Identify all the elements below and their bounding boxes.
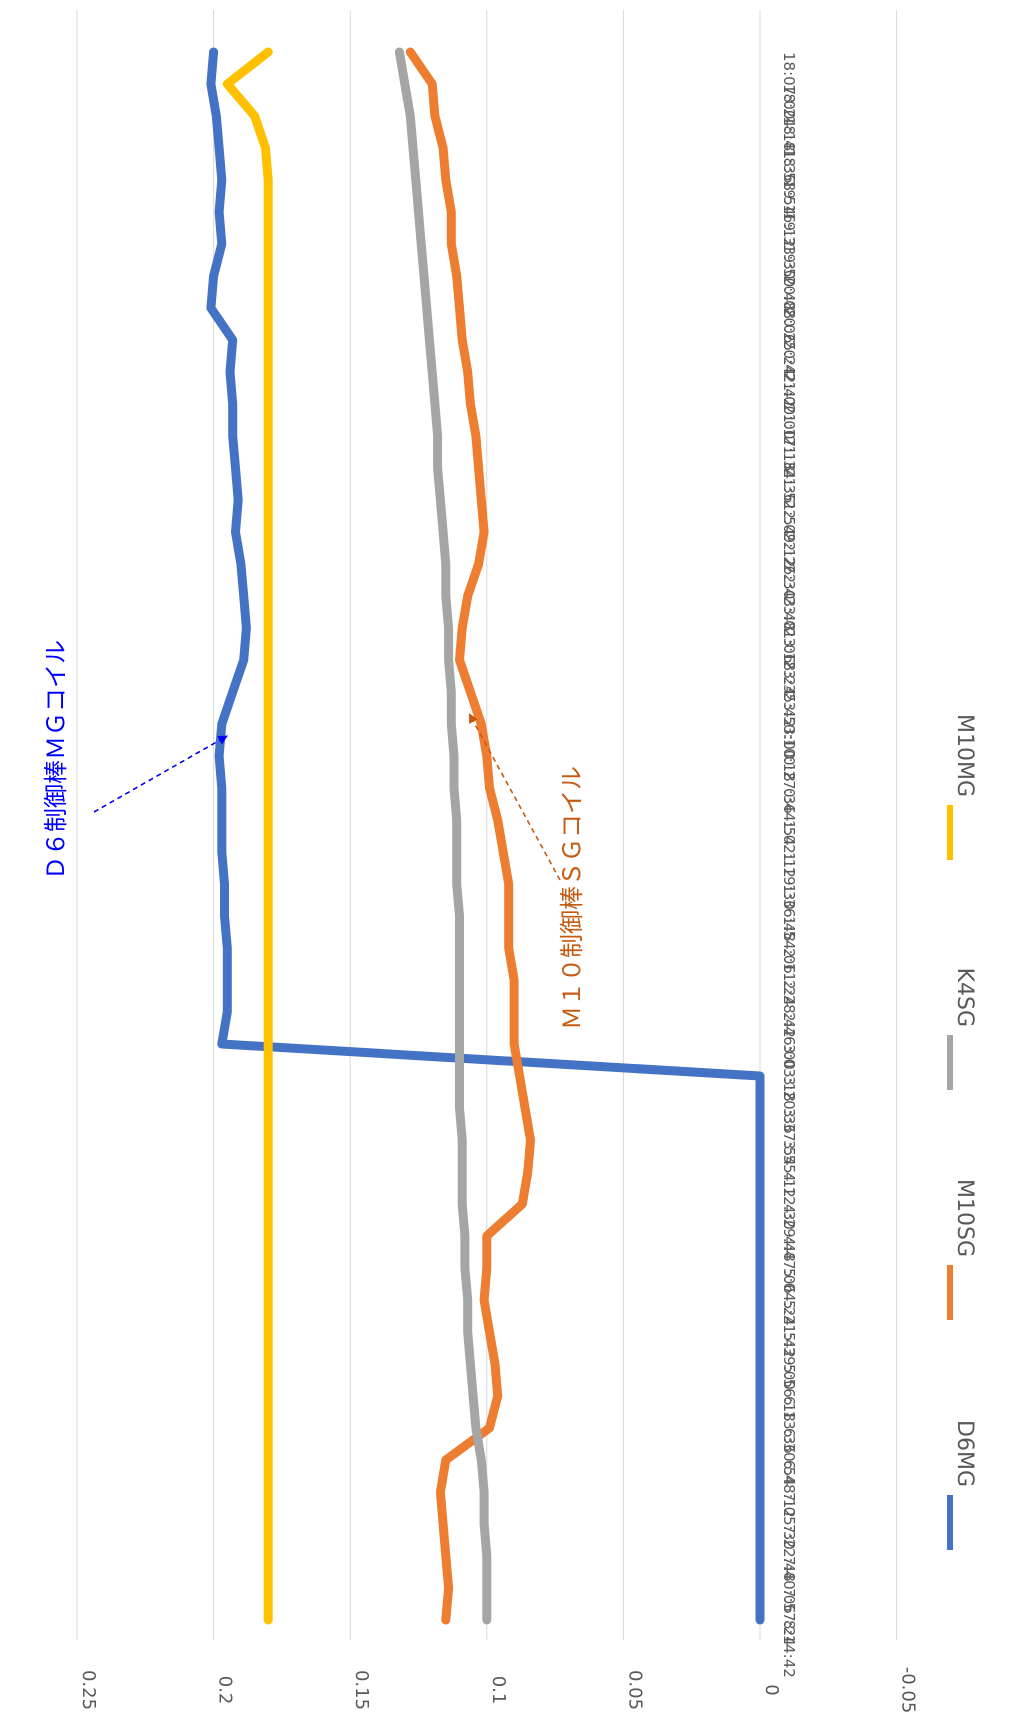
legend-entry: M10SG bbox=[952, 1179, 977, 1257]
x-tick-label: 18:58:54 bbox=[780, 148, 798, 215]
x-tick-label: 21:34:36 bbox=[780, 436, 798, 503]
legend: D6MG M10SG K4SG M10MG bbox=[947, 714, 977, 1550]
x-tick-label: 18:24:18 bbox=[780, 84, 798, 151]
x-tick-label: 5:56:18 bbox=[780, 1364, 798, 1422]
x-tick-label: 2:28:42 bbox=[780, 980, 798, 1038]
x-tick-label: 3:20:36 bbox=[780, 1076, 798, 1134]
x-tick-label: 21:00:00 bbox=[780, 372, 798, 439]
x-tick-label: 6:30:54 bbox=[780, 1428, 798, 1486]
x-tick-label: 23:01:06 bbox=[780, 596, 798, 663]
x-tick-label: 19:50:48 bbox=[780, 244, 798, 311]
x-tick-label: 4:12:30 bbox=[780, 1172, 798, 1230]
x-tick-label: 4:47:06 bbox=[780, 1236, 798, 1294]
x-tick-label: 19:16:12 bbox=[780, 180, 798, 247]
y-tick-label: 0.1 bbox=[488, 1676, 509, 1705]
x-tick-label: 6:48:12 bbox=[780, 1460, 798, 1518]
x-tick-label: 5:21:42 bbox=[780, 1300, 798, 1358]
y-axis-ticks: -0.05 0 0.05 0.1 0.15 0.2 0.25 bbox=[78, 1667, 919, 1714]
x-tick-label: 1:54:06 bbox=[780, 916, 798, 974]
x-tick-label: 4:29:48 bbox=[780, 1204, 798, 1262]
annotation-arrow bbox=[93, 735, 228, 813]
x-tick-label: 0:44:54 bbox=[780, 788, 798, 846]
x-tick-label: 2:46:00 bbox=[780, 1012, 798, 1070]
x-tick-label: 22:09:12 bbox=[780, 500, 798, 567]
series-line-D6MG bbox=[206, 47, 765, 1625]
x-tick-label: 21:51:54 bbox=[780, 468, 798, 535]
x-axis-ticks: 18:07:0018:24:1818:41:3618:58:5419:16:12… bbox=[780, 52, 798, 1678]
legend-entry: K4SG bbox=[952, 968, 977, 1027]
x-tick-label: 18:07:00 bbox=[780, 52, 798, 119]
x-tick-label: 21:17:18 bbox=[780, 404, 798, 471]
x-tick-label: 3:37:54 bbox=[780, 1108, 798, 1166]
y-tick-label: 0.25 bbox=[78, 1670, 99, 1710]
x-tick-label: 7:57:24 bbox=[780, 1588, 798, 1646]
series-line-M10SG bbox=[405, 47, 535, 1625]
x-tick-label: 23:18:24 bbox=[780, 628, 798, 695]
x-tick-label: 7:22:48 bbox=[780, 1524, 798, 1582]
annotation-label: Ｄ６制御棒ＭＧコイル bbox=[42, 640, 70, 880]
x-tick-label: 5:39:00 bbox=[780, 1332, 798, 1390]
x-tick-label: 3:03:18 bbox=[780, 1044, 798, 1102]
x-tick-label: 23:53:00 bbox=[780, 692, 798, 759]
x-tick-label: 22:43:48 bbox=[780, 564, 798, 631]
x-tick-label: 1:36:48 bbox=[780, 884, 798, 942]
y-tick-label: 0.2 bbox=[215, 1676, 236, 1705]
gridlines bbox=[76, 10, 898, 1640]
legend-entry: M10MG bbox=[952, 714, 977, 797]
y-tick-label: 0.05 bbox=[624, 1670, 645, 1710]
x-tick-label: 7:40:06 bbox=[780, 1556, 798, 1614]
x-tick-label: 19:33:30 bbox=[780, 212, 798, 279]
annotation-label: Ｍ１０制御棒ＳＧコイル bbox=[558, 766, 586, 1030]
x-tick-label: 0:10:18 bbox=[780, 724, 798, 782]
y-tick-label: 0.15 bbox=[351, 1670, 372, 1710]
annotation-arrow bbox=[468, 713, 561, 881]
x-tick-label: 3:55:12 bbox=[780, 1140, 798, 1198]
annotations: Ｄ６制御棒ＭＧコイル Ｍ１０制御棒ＳＧコイル bbox=[42, 640, 586, 1030]
x-tick-label: 1:19:30 bbox=[780, 852, 798, 910]
series-lines bbox=[206, 47, 765, 1625]
series-line-K4SG bbox=[394, 47, 492, 1625]
x-tick-label: 22:26:30 bbox=[780, 532, 798, 599]
x-tick-label: 1:02:12 bbox=[780, 820, 798, 878]
legend-entry: D6MG bbox=[952, 1420, 977, 1487]
y-tick-label: 0 bbox=[761, 1684, 782, 1695]
x-tick-label: 23:35:42 bbox=[780, 660, 798, 727]
x-tick-label: 5:04:24 bbox=[780, 1268, 798, 1326]
y-tick-label: -0.05 bbox=[898, 1667, 919, 1714]
x-tick-label: 0:27:36 bbox=[780, 756, 798, 814]
x-tick-label: 7:05:30 bbox=[780, 1492, 798, 1550]
x-tick-label: 8:14:42 bbox=[780, 1620, 798, 1678]
series-line-M10MG bbox=[222, 47, 273, 1625]
x-tick-label: 18:41:36 bbox=[780, 116, 798, 183]
x-tick-label: 6:13:36 bbox=[780, 1396, 798, 1454]
x-tick-label: 20:25:24 bbox=[780, 308, 798, 375]
x-tick-label: 20:08:06 bbox=[780, 276, 798, 343]
x-tick-label: 2:11:24 bbox=[780, 948, 798, 1006]
x-tick-label: 20:42:42 bbox=[780, 340, 798, 407]
